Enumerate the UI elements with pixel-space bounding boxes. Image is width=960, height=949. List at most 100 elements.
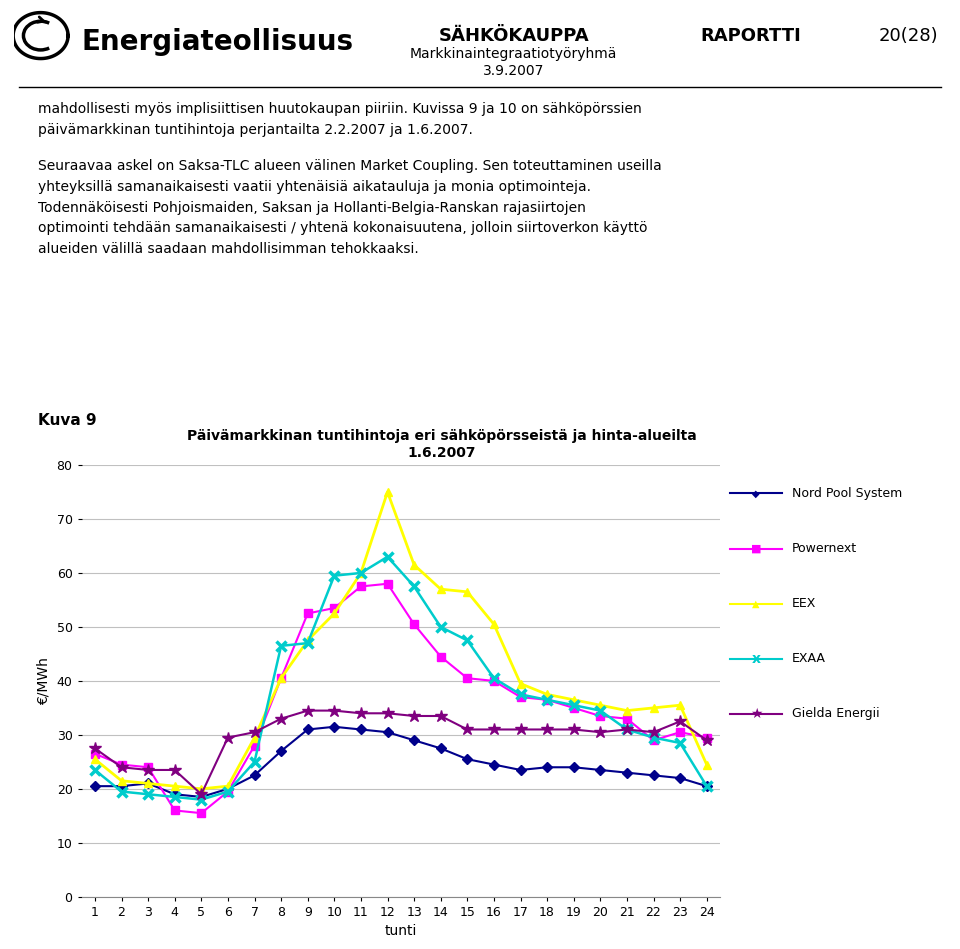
Powernext (142, 761, 154, 772)
Nord Pool System (462, 754, 473, 765)
EEX (355, 568, 367, 579)
Text: EEX: EEX (792, 597, 816, 610)
EXAA (302, 638, 314, 649)
Gielda Energii (276, 713, 287, 724)
Text: optimointi tehdään samanaikaisesti / yhtenä kokonaisuutena, jolloin siirtoverkon: optimointi tehdään samanaikaisesti / yht… (38, 221, 648, 235)
Nord Pool System (541, 761, 553, 772)
Gielda Energii (302, 705, 314, 716)
Gielda Energii (568, 724, 580, 735)
Nord Pool System (515, 764, 526, 775)
EXAA (382, 551, 394, 563)
Gielda Energii (249, 727, 260, 738)
EXAA (648, 732, 660, 743)
EEX (408, 559, 420, 570)
Nord Pool System (701, 780, 712, 791)
Nord Pool System (142, 778, 154, 790)
Text: Todennäköisesti Pohjoismaiden, Saksan ja Hollanti-Belgia-Ranskan rajasiirtojen: Todennäköisesti Pohjoismaiden, Saksan ja… (38, 200, 587, 214)
EEX (328, 607, 340, 619)
Text: mahdollisesti myös implisiittisen huutokaupan piiriin. Kuvissa 9 ja 10 on sähköp: mahdollisesti myös implisiittisen huutok… (38, 102, 642, 117)
Gielda Energii (222, 732, 233, 743)
Powernext (169, 805, 180, 816)
EEX (116, 775, 128, 787)
Powernext (116, 759, 128, 771)
Nord Pool System (355, 724, 367, 735)
Text: yhteyksillä samanaikaisesti vaatii yhtenäisiä aikatauluja ja monia optimointeja.: yhteyksillä samanaikaisesti vaatii yhten… (38, 179, 591, 194)
EXAA (328, 570, 340, 582)
EXAA (222, 786, 233, 797)
Text: Energiateollisuus: Energiateollisuus (82, 28, 353, 57)
Nord Pool System (276, 745, 287, 756)
Gielda Energii (701, 735, 712, 746)
Line: EEX: EEX (91, 488, 710, 793)
EEX (541, 689, 553, 700)
Gielda Energii (382, 708, 394, 719)
Gielda Energii (435, 710, 446, 721)
EXAA (169, 791, 180, 803)
Line: Nord Pool System: Nord Pool System (91, 723, 710, 800)
Gielda Energii (328, 705, 340, 716)
Y-axis label: €/MWh: €/MWh (37, 657, 51, 705)
EEX (648, 702, 660, 714)
Gielda Energii (621, 724, 633, 735)
EXAA (701, 780, 712, 791)
Powernext (222, 786, 233, 797)
EXAA (196, 794, 207, 806)
EXAA (674, 737, 685, 749)
EXAA (142, 789, 154, 800)
Text: Gielda Energii: Gielda Energii (792, 707, 879, 720)
Powernext (648, 735, 660, 746)
Powernext (515, 692, 526, 703)
EEX (196, 783, 207, 794)
EXAA (89, 764, 101, 775)
Gielda Energii (541, 724, 553, 735)
Nord Pool System (328, 721, 340, 733)
EEX (89, 754, 101, 765)
Text: EXAA: EXAA (792, 652, 826, 665)
EEX (382, 486, 394, 497)
Powernext (462, 673, 473, 684)
Nord Pool System (196, 791, 207, 803)
EEX (462, 586, 473, 598)
EEX (594, 699, 606, 711)
EEX (488, 619, 499, 630)
Powernext (355, 581, 367, 592)
EEX (621, 705, 633, 716)
EEX (674, 699, 685, 711)
EEX (302, 635, 314, 646)
Text: 3.9.2007: 3.9.2007 (483, 64, 544, 78)
Nord Pool System (116, 780, 128, 791)
Gielda Energii (488, 724, 499, 735)
EEX (701, 759, 712, 771)
Text: ◆: ◆ (753, 489, 759, 498)
Powernext (382, 578, 394, 589)
EXAA (276, 641, 287, 652)
Nord Pool System (169, 789, 180, 800)
Gielda Energii (89, 743, 101, 754)
Gielda Energii (515, 724, 526, 735)
EXAA (541, 694, 553, 705)
Powernext (674, 727, 685, 738)
Text: Kuva 9: Kuva 9 (38, 413, 97, 428)
EXAA (568, 699, 580, 711)
Gielda Energii (169, 764, 180, 775)
EXAA (116, 786, 128, 797)
Text: ★: ★ (750, 707, 762, 720)
Line: EXAA: EXAA (90, 552, 711, 805)
Text: ▲: ▲ (753, 599, 759, 608)
Text: 20(28): 20(28) (878, 27, 938, 45)
Powernext (196, 808, 207, 819)
EXAA (594, 705, 606, 716)
Nord Pool System (302, 724, 314, 735)
Powernext (328, 603, 340, 614)
EEX (435, 584, 446, 595)
Powernext (488, 676, 499, 687)
Text: alueiden välillä saadaan mahdollisimman tehokkaaksi.: alueiden välillä saadaan mahdollisimman … (38, 242, 420, 256)
EEX (515, 678, 526, 689)
Gielda Energii (408, 710, 420, 721)
EEX (276, 673, 287, 684)
Powernext (435, 651, 446, 662)
Text: Seuraavaa askel on Saksa-TLC alueen välinen Market Coupling. Sen toteuttaminen u: Seuraavaa askel on Saksa-TLC alueen väli… (38, 158, 662, 173)
EXAA (462, 635, 473, 646)
EXAA (408, 581, 420, 592)
Nord Pool System (382, 727, 394, 738)
